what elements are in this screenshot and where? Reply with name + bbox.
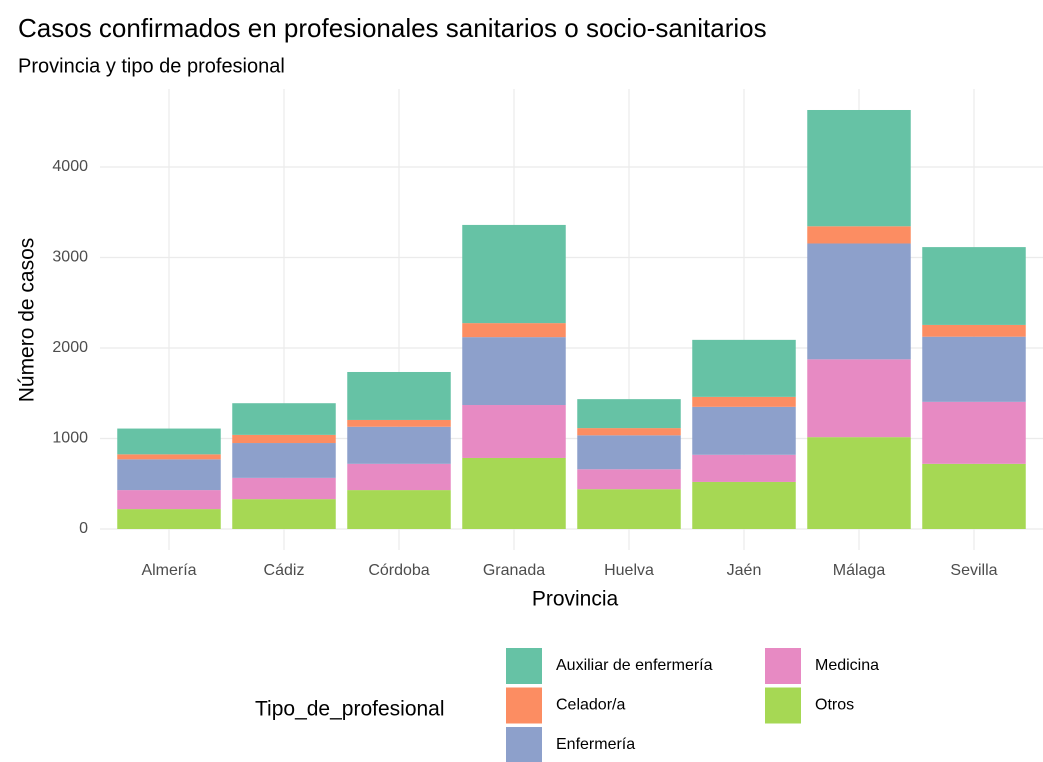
bar-segment [117,454,221,460]
y-tick-label: 1000 [52,430,88,447]
bar-segment [807,226,911,244]
legend-swatch [506,648,542,684]
bar-segment [462,405,566,458]
y-tick-label: 0 [79,520,88,537]
bar-segment [807,359,911,438]
x-tick-label: Sevilla [950,562,997,579]
bar-segment [462,457,566,530]
bar-segment [232,499,336,530]
bar-segment [117,509,221,530]
y-axis-label: Número de casos [16,238,39,403]
bar-segment [922,247,1026,325]
y-tick-label: 4000 [52,158,88,175]
legend-label: Enfermería [556,736,635,753]
y-tick-label: 2000 [52,339,88,356]
bar-segment [577,399,681,429]
chart-title: Casos confirmados en profesionales sanit… [18,13,767,43]
bar-segment [117,490,221,510]
x-tick-label: Almería [141,562,196,579]
bar-segment [922,401,1026,464]
bar-segment [577,489,681,530]
bar-segment [347,426,451,464]
bar-segment [117,428,221,455]
legend-label: Otros [815,697,854,714]
bar-segment [347,490,451,530]
x-axis-label: Provincia [532,588,619,611]
bar-segment [232,403,336,435]
bar-segment [692,481,796,530]
bar-segment [347,371,451,420]
bar-segment [807,109,911,227]
bar-segment [922,324,1026,337]
bar-segment [807,437,911,530]
bar-segment [462,323,566,338]
bar-segment [232,434,336,444]
legend-swatch [765,687,801,724]
bar-segment [692,454,796,482]
bar-segment [577,435,681,470]
bar-segment [347,463,451,491]
legend-swatch [506,687,542,724]
x-tick-label: Jaén [727,562,762,579]
bar-segment [692,396,796,407]
bar-segment [922,336,1026,402]
bar-segment [577,428,681,436]
x-tick-label: Cádiz [264,562,305,579]
bar-segment [922,463,1026,530]
x-tick-label: Málaga [833,562,886,579]
bar-segment [117,459,221,491]
bar-segment [692,339,796,397]
x-tick-label: Huelva [604,562,654,579]
bar-segment [462,224,566,324]
legend-title: Tipo_de_profesional [255,698,445,721]
bar-segment [347,419,451,427]
legend-label: Celador/a [556,697,625,714]
bar-segment [807,243,911,360]
y-tick-label: 3000 [52,249,88,266]
chart-subtitle: Provincia y tipo de profesional [18,55,285,77]
bar-segment [692,406,796,455]
bar-segment [232,477,336,500]
legend-label: Auxiliar de enfermería [556,657,713,674]
bar-segment [232,443,336,478]
x-tick-label: Córdoba [368,562,429,579]
x-tick-label: Granada [483,562,545,579]
legend-label: Medicina [815,657,879,674]
bar-segment [577,469,681,490]
legend-swatch [506,727,542,762]
legend-swatch [765,648,801,684]
bar-segment [462,337,566,406]
